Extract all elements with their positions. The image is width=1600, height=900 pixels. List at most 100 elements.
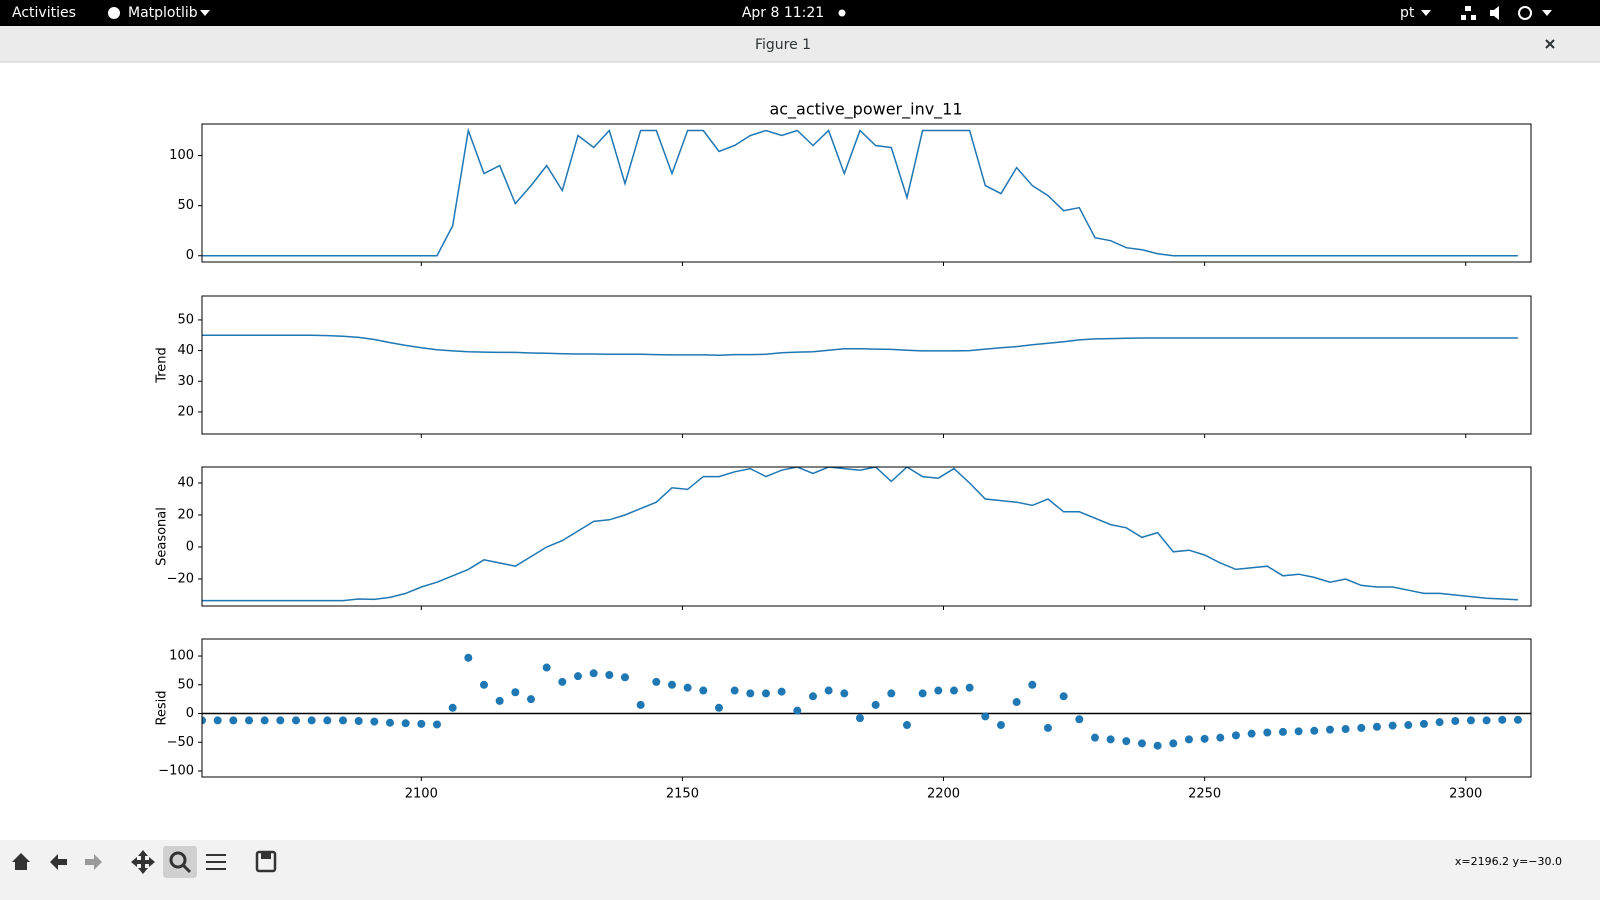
- save-button[interactable]: [255, 850, 277, 873]
- data-point: [354, 716, 363, 725]
- data-point: [1466, 716, 1475, 725]
- toolbar-icons: [12, 846, 277, 878]
- data-point: [526, 695, 535, 704]
- data-point: [448, 703, 457, 712]
- data-point: [1263, 728, 1272, 737]
- data-point: [417, 719, 426, 728]
- data-point: [1200, 734, 1209, 743]
- y-tick-label: 100: [169, 649, 194, 664]
- language-arrow: [1421, 10, 1431, 16]
- data-point: [495, 696, 504, 705]
- system-icons[interactable]: [1461, 6, 1552, 20]
- data-point: [385, 718, 394, 727]
- data-point: [996, 721, 1005, 730]
- data-point: [1137, 739, 1146, 748]
- data-point: [1184, 735, 1193, 744]
- axes-frame: [201, 638, 1532, 778]
- back-button[interactable]: [50, 854, 67, 870]
- data-point: [793, 706, 802, 715]
- data-point: [1090, 733, 1099, 742]
- configure-button[interactable]: [206, 854, 226, 870]
- data-point: [1278, 727, 1287, 736]
- data-point: [1012, 698, 1021, 707]
- data-point: [511, 688, 520, 697]
- data-point: [558, 677, 567, 686]
- data-point: [338, 716, 347, 725]
- data-point: [1498, 715, 1507, 724]
- data-point: [887, 689, 896, 698]
- plot-area: [202, 127, 1518, 257]
- data-point: [370, 717, 379, 726]
- app-icon: [108, 7, 120, 19]
- data-point: [479, 680, 488, 689]
- plot-area: [202, 653, 1531, 750]
- data-point: [1357, 723, 1366, 732]
- data-point: [1404, 721, 1413, 730]
- data-point: [902, 721, 911, 730]
- data-point: [636, 700, 645, 709]
- data-point: [949, 686, 958, 695]
- app-menu-arrow: [200, 10, 210, 16]
- data-point: [1325, 725, 1334, 734]
- y-tick-label: −20: [167, 571, 194, 586]
- data-point: [1247, 729, 1256, 738]
- data-point: [1169, 739, 1178, 748]
- data-point: [260, 716, 269, 725]
- y-tick-label: 40: [177, 475, 194, 490]
- data-point: [229, 716, 238, 725]
- close-button[interactable]: [1545, 39, 1555, 49]
- data-point: [777, 687, 786, 696]
- y-axis-label: Trend: [155, 347, 170, 384]
- data-point: [542, 663, 551, 672]
- data-point: [276, 716, 285, 725]
- top-bar: [0, 0, 1600, 26]
- data-point: [1435, 718, 1444, 727]
- app-menu[interactable]: Matplotlib: [128, 5, 198, 21]
- data-point: [1106, 735, 1115, 744]
- data-point: [855, 714, 864, 723]
- data-point: [1028, 680, 1037, 689]
- plot-area: [202, 334, 1518, 356]
- activities[interactable]: Activities: [12, 5, 76, 21]
- data-point: [667, 680, 676, 689]
- x-tick-label: 2300: [1449, 787, 1482, 802]
- data-point: [840, 689, 849, 698]
- data-point: [1372, 722, 1381, 731]
- data-point: [824, 686, 833, 695]
- data-point: [683, 683, 692, 692]
- data-point: [573, 672, 582, 681]
- x-tick-label: 2100: [405, 787, 438, 802]
- data-point: [307, 716, 316, 725]
- data-point: [699, 686, 708, 695]
- y-tick-label: 30: [177, 374, 194, 389]
- data-point: [808, 692, 817, 701]
- data-point: [620, 673, 629, 682]
- data-point: [1310, 726, 1319, 735]
- data-point: [965, 683, 974, 692]
- y-tick-label: 20: [177, 507, 194, 522]
- data-point: [1341, 725, 1350, 734]
- data-point: [714, 703, 723, 712]
- x-tick-label: 2150: [666, 787, 699, 802]
- y-tick-label: 0: [186, 539, 194, 554]
- home-button[interactable]: [12, 853, 30, 870]
- data-point: [918, 689, 927, 698]
- y-tick-label: 50: [177, 677, 194, 692]
- data-line: [202, 334, 1518, 356]
- title-bar: [0, 26, 1600, 62]
- forward-button[interactable]: [85, 854, 102, 870]
- data-point: [432, 720, 441, 729]
- pan-button[interactable]: [131, 850, 155, 874]
- axes-frame: [201, 466, 1532, 607]
- y-axis-label: Resid: [155, 690, 170, 725]
- clock[interactable]: Apr 8 11:21: [742, 5, 824, 21]
- window-title: Figure 1: [755, 37, 811, 53]
- language[interactable]: pt: [1400, 5, 1415, 21]
- figure: ac_active_power_inv_11 0 50 100 20 30 40 50 Tre…: [155, 100, 1532, 802]
- data-point: [605, 670, 614, 679]
- data-point: [730, 686, 739, 695]
- zoom-button[interactable]: [163, 846, 197, 878]
- data-point: [1122, 737, 1131, 746]
- data-point: [871, 700, 880, 709]
